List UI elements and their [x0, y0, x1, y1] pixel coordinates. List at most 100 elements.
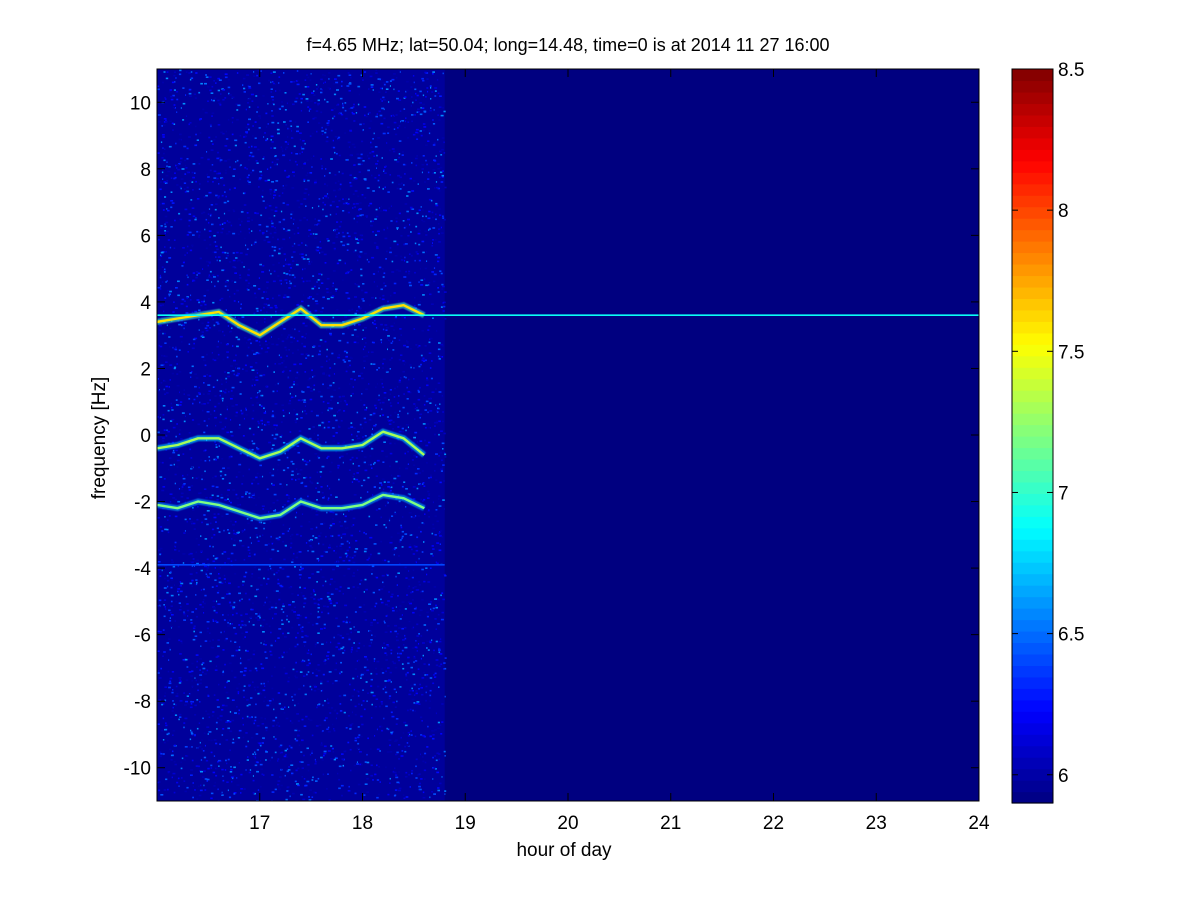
noise-speck [385, 705, 388, 708]
noise-speck [231, 538, 233, 540]
noise-speck [354, 597, 357, 599]
noise-speck [271, 121, 275, 124]
noise-speck [405, 796, 409, 798]
noise-speck [168, 293, 171, 296]
noise-speck [207, 384, 211, 386]
noise-speck [382, 328, 385, 331]
noise-speck [195, 72, 198, 74]
noise-speck [343, 513, 345, 516]
noise-speck [402, 406, 405, 409]
noise-speck [338, 695, 342, 697]
noise-speck [434, 433, 436, 436]
noise-speck [169, 620, 172, 622]
noise-speck [308, 263, 311, 265]
noise-speck [284, 636, 287, 638]
noise-speck [242, 531, 244, 533]
noise-speck [425, 674, 429, 676]
noise-speck [349, 458, 352, 461]
noise-speck [353, 642, 355, 644]
noise-speck [283, 121, 286, 123]
noise-speck [408, 412, 410, 414]
noise-speck [407, 121, 410, 123]
noise-speck [360, 483, 364, 486]
noise-speck [194, 735, 196, 737]
noise-speck [327, 120, 330, 122]
noise-speck [306, 664, 310, 667]
noise-speck [390, 595, 393, 598]
noise-speck [252, 433, 255, 436]
noise-speck [410, 208, 412, 210]
noise-speck [274, 163, 277, 166]
noise-speck [351, 308, 353, 311]
noise-speck [293, 337, 295, 340]
noise-speck [426, 163, 428, 166]
noise-speck [175, 399, 178, 401]
noise-speck [196, 683, 199, 686]
noise-speck [309, 387, 312, 389]
noise-speck [357, 85, 361, 88]
noise-speck [440, 430, 443, 432]
noise-speck [308, 229, 311, 231]
noise-speck [308, 649, 310, 652]
noise-speck [257, 692, 260, 695]
noise-speck [332, 751, 335, 753]
noise-speck [282, 605, 285, 608]
noise-speck [227, 321, 230, 323]
noise-speck [238, 729, 242, 732]
noise-speck [257, 395, 259, 398]
noise-speck [203, 514, 206, 516]
noise-speck [288, 586, 292, 589]
noise-speck [237, 504, 240, 506]
noise-speck [313, 116, 317, 119]
noise-speck [311, 482, 314, 485]
noise-speck [424, 359, 427, 362]
noise-speck [322, 197, 324, 199]
noise-speck [304, 634, 308, 637]
noise-speck [435, 202, 438, 205]
noise-speck [208, 222, 210, 224]
noise-speck [166, 208, 168, 210]
noise-speck [212, 711, 215, 713]
noise-speck [313, 94, 316, 96]
noise-speck [243, 788, 246, 790]
noise-speck [293, 611, 296, 613]
noise-speck [257, 615, 261, 617]
noise-speck [372, 428, 373, 430]
noise-speck [305, 476, 308, 479]
noise-speck [252, 169, 255, 172]
noise-speck [349, 130, 353, 132]
noise-speck [301, 739, 304, 742]
noise-speck [180, 187, 182, 190]
noise-speck [378, 766, 380, 768]
noise-speck [342, 764, 344, 767]
noise-speck [412, 75, 415, 77]
noise-speck [292, 81, 296, 83]
noise-speck [194, 144, 198, 147]
noise-speck [266, 168, 269, 170]
noise-speck [181, 168, 185, 170]
noise-speck [431, 730, 433, 732]
noise-speck [310, 546, 314, 549]
noise-speck [197, 544, 200, 546]
noise-speck [190, 294, 192, 297]
noise-speck [211, 528, 215, 531]
noise-speck [438, 119, 441, 121]
noise-speck [289, 399, 291, 402]
noise-speck [289, 720, 292, 722]
noise-speck [208, 375, 212, 377]
noise-speck [371, 573, 373, 575]
noise-speck [355, 112, 358, 114]
noise-speck [344, 109, 347, 112]
noise-speck [385, 615, 388, 617]
noise-speck [319, 700, 321, 703]
noise-speck [239, 260, 241, 262]
noise-speck [315, 622, 319, 625]
noise-speck [346, 351, 348, 354]
noise-speck [375, 386, 377, 389]
noise-speck [165, 385, 168, 388]
noise-speck [412, 486, 416, 488]
noise-speck [201, 663, 203, 666]
noise-speck [195, 377, 199, 379]
noise-speck [243, 87, 246, 90]
noise-speck [217, 124, 221, 126]
